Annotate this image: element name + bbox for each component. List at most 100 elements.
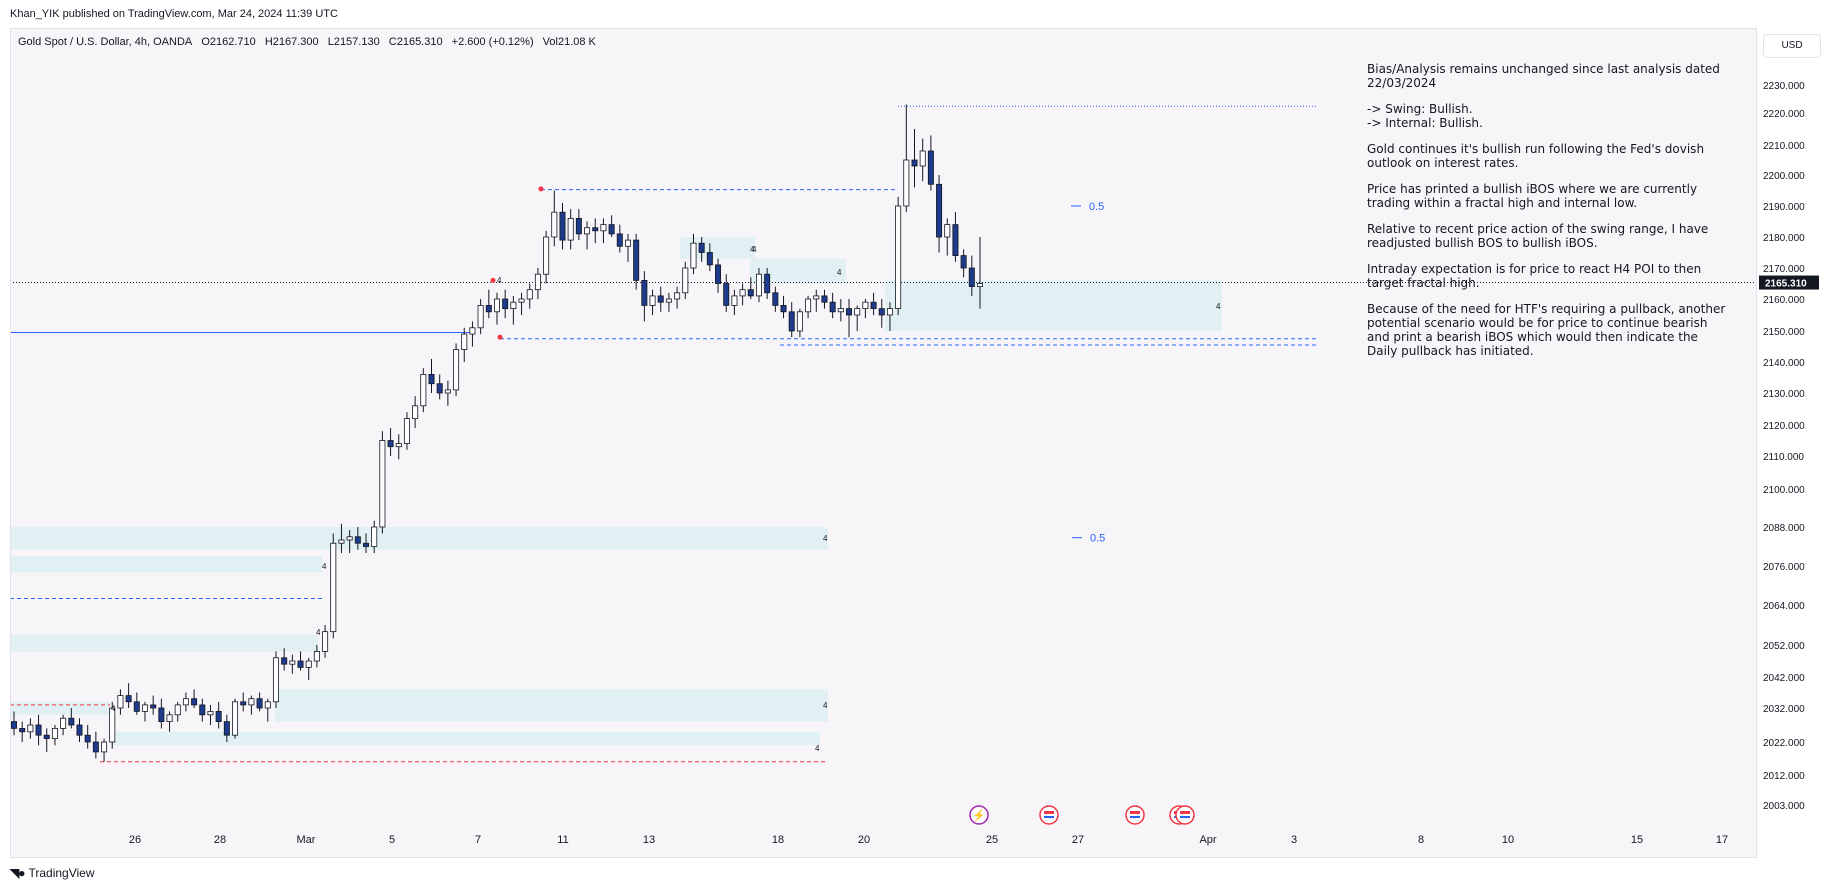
note-scenario: Because of the need for HTF's requiring … bbox=[1367, 302, 1726, 358]
candle-body bbox=[346, 536, 353, 541]
candle-body bbox=[690, 242, 697, 269]
fractal-point-marker bbox=[538, 186, 544, 192]
demand-zone bbox=[10, 556, 322, 573]
candle-body bbox=[420, 373, 427, 407]
candle-body bbox=[608, 224, 615, 235]
candle-body bbox=[272, 657, 279, 703]
candle-body bbox=[289, 660, 296, 665]
tradingview-logo-icon: ◥● bbox=[10, 866, 26, 880]
note-fed: Gold continues it's bullish run followin… bbox=[1367, 142, 1705, 170]
brand-footer[interactable]: ◥● TradingView bbox=[10, 866, 95, 880]
legend-close: C2165.310 bbox=[388, 36, 443, 48]
candle-body bbox=[35, 724, 42, 736]
candle-body bbox=[371, 526, 378, 547]
lightning-event-icon bbox=[969, 805, 989, 825]
price-axis-label: 2140.000 bbox=[1763, 358, 1805, 369]
candle-body bbox=[109, 707, 116, 743]
candle-body bbox=[133, 701, 140, 712]
candle-body bbox=[354, 536, 361, 544]
us-flag-event-icon-stripe bbox=[1130, 811, 1140, 814]
candle-body bbox=[821, 295, 828, 303]
fib-level-label: 0.5 bbox=[1089, 201, 1104, 213]
lightning-event-icon-glyph: ⚡ bbox=[972, 809, 986, 822]
candle-body bbox=[764, 273, 771, 294]
demand-zone bbox=[885, 280, 1222, 331]
candle-body bbox=[870, 301, 877, 310]
candle-body bbox=[232, 701, 239, 736]
candle-body bbox=[395, 443, 402, 448]
candle-body bbox=[649, 295, 656, 306]
note-intraday: Intraday expectation is for price to rea… bbox=[1367, 262, 1702, 290]
candle-body bbox=[363, 542, 370, 547]
demand-zone bbox=[110, 731, 820, 746]
candle-body bbox=[706, 252, 713, 266]
zone-label: 4 bbox=[322, 562, 327, 571]
candle-body bbox=[854, 308, 861, 316]
price-axis-label: 2220.000 bbox=[1763, 109, 1805, 120]
candle-body bbox=[199, 704, 206, 716]
candle-body bbox=[616, 233, 623, 247]
legend-symbol[interactable]: Gold Spot / U.S. Dollar, 4h, OANDA bbox=[18, 36, 193, 48]
us-flag-event-icon-stripe bbox=[1130, 816, 1140, 818]
price-axis-label: 2130.000 bbox=[1763, 389, 1805, 400]
candle-body bbox=[51, 728, 58, 740]
us-flag-event-icon bbox=[1175, 805, 1195, 825]
candle-body bbox=[731, 295, 738, 306]
candle-body bbox=[723, 283, 730, 306]
candle-body bbox=[977, 283, 984, 287]
candle-body bbox=[453, 349, 460, 391]
candle-body bbox=[281, 657, 288, 665]
time-axis-label: 5 bbox=[389, 834, 395, 846]
time-axis-label: 15 bbox=[1631, 834, 1643, 846]
currency-selector[interactable]: USD bbox=[1763, 34, 1821, 58]
zone-label: 4 bbox=[837, 268, 842, 277]
candle-body bbox=[567, 217, 574, 241]
price-axis-label: 2012.000 bbox=[1763, 771, 1805, 782]
candle-body bbox=[510, 301, 517, 310]
fractal-point-marker bbox=[497, 334, 503, 340]
zone-label: 4 bbox=[823, 701, 828, 710]
brand-label: TradingView bbox=[28, 866, 95, 880]
demand-zone bbox=[10, 635, 318, 652]
candle-body bbox=[125, 695, 132, 703]
candle-body bbox=[747, 289, 754, 297]
demand-zone bbox=[275, 689, 828, 722]
published-caption: Khan_YIK published on TradingView.com, M… bbox=[10, 8, 338, 20]
candle-body bbox=[600, 224, 607, 232]
price-axis-label: 2170.000 bbox=[1763, 264, 1805, 275]
legend-change: +2.600 (+0.12%) bbox=[451, 36, 534, 48]
candle-body bbox=[960, 255, 967, 269]
price-axis-label: 2150.000 bbox=[1763, 327, 1805, 338]
candle-body bbox=[534, 273, 541, 291]
candle-body bbox=[788, 311, 795, 332]
candle-body bbox=[330, 542, 337, 633]
price-axis-label: 2032.000 bbox=[1763, 704, 1805, 715]
zone-label: 4 bbox=[815, 744, 820, 753]
note-readjusted: Relative to recent price action of the s… bbox=[1367, 222, 1709, 250]
legend-volume: Vol21.08 K bbox=[542, 36, 596, 48]
zone-label: 4 bbox=[1216, 302, 1221, 311]
candle-body bbox=[796, 311, 803, 332]
zone-label: 4 bbox=[111, 704, 116, 713]
candle-body bbox=[76, 724, 83, 736]
note-bias: Bias/Analysis remains unchanged since la… bbox=[1367, 62, 1720, 90]
candle-body bbox=[19, 728, 26, 733]
candle-body bbox=[805, 298, 812, 313]
candle-body bbox=[952, 224, 959, 257]
candle-body bbox=[944, 224, 951, 238]
candle-body bbox=[182, 698, 189, 706]
time-axis-label: 7 bbox=[475, 834, 481, 846]
candle-body bbox=[657, 295, 664, 303]
candle-body bbox=[592, 227, 599, 232]
candle-body bbox=[101, 741, 108, 753]
candle-body bbox=[412, 405, 419, 419]
time-axis-label: Apr bbox=[1199, 834, 1216, 846]
time-axis-label: 20 bbox=[858, 834, 870, 846]
candle-body bbox=[641, 279, 648, 306]
candle-body bbox=[911, 159, 918, 167]
candle-body bbox=[10, 721, 17, 729]
candle-body bbox=[379, 440, 386, 528]
price-axis-label: 2180.000 bbox=[1763, 233, 1805, 244]
time-axis-label: 8 bbox=[1418, 834, 1424, 846]
